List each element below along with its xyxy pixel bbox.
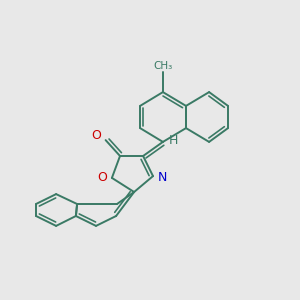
Text: N: N bbox=[158, 171, 168, 184]
Text: CH₃: CH₃ bbox=[153, 61, 172, 71]
Text: O: O bbox=[97, 171, 107, 184]
Text: O: O bbox=[91, 129, 101, 142]
Text: H: H bbox=[168, 134, 178, 148]
